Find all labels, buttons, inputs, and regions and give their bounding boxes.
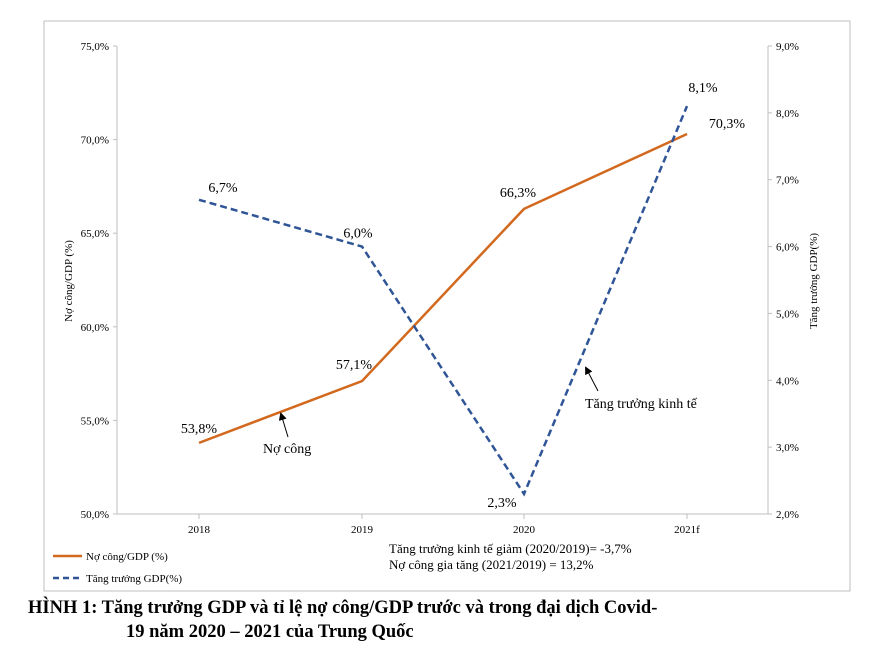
data-label-no-cong: 66,3% — [500, 186, 537, 201]
axes — [113, 45, 772, 519]
y-tick-label-left: 75,0% — [81, 41, 109, 53]
tick-labels: 50,0% 55,0% 60,0% 65,0% 70,0% 75,0% 2,0% 3,0% 4,… — [81, 41, 799, 536]
y-tick-label-right: 2,0% — [776, 509, 799, 521]
note-debt-increase: Nợ công gia tăng (2021/2019) = 13,2% — [389, 557, 594, 572]
chart-frame — [43, 20, 851, 592]
y-axis-label-right: Tăng trưởng GDP(%) — [808, 233, 820, 329]
legend: Nợ công/GDP (%) Tăng trưởng GDP(%) — [53, 551, 182, 585]
figure-caption: HÌNH 1: Tăng trưởng GDP và tỉ lệ nợ công… — [28, 596, 868, 644]
y-axis-label-left: Nợ công/GDP (%) — [63, 240, 75, 322]
y-tick-label-right: 9,0% — [776, 41, 799, 53]
data-label-no-cong: 70,3% — [709, 117, 746, 132]
annotation-tang-truong-arrow — [585, 366, 599, 392]
y-tick-label-left: 70,0% — [81, 135, 109, 147]
data-label-tang-truong: 2,3% — [487, 496, 517, 511]
y-tick-label-left: 60,0% — [81, 322, 109, 334]
series-line-tang-truong — [198, 105, 689, 497]
data-label-no-cong: 57,1% — [336, 358, 373, 373]
legend-label-tang-truong: Tăng trưởng GDP(%) — [86, 573, 182, 585]
data-label-tang-truong: 6,7% — [208, 181, 238, 196]
data-label-tang-truong: 8,1% — [688, 81, 718, 96]
note-gdp-decline: Tăng trưởng kinh tế giảm (2020/2019)= -3… — [389, 541, 632, 556]
series-lines — [198, 105, 689, 497]
legend-label-no-cong: Nợ công/GDP (%) — [86, 551, 168, 563]
series-line-no-cong — [198, 132, 688, 445]
y-tick-label-right: 6,0% — [776, 242, 799, 254]
annotation-no-cong: Nợ công — [263, 442, 311, 457]
x-tick-label: 2018 — [188, 524, 211, 536]
annotation-no-cong-arrow — [278, 412, 289, 438]
data-label-tang-truong: 6,0% — [343, 227, 373, 242]
caption-line-2: 19 năm 2020 – 2021 của Trung Quốc — [126, 622, 414, 642]
x-tick-label: 2021f — [674, 524, 700, 536]
data-labels: 53,8% 57,1% 66,3% 70,3% 6,7% 6,0% 2,3% 8,1% — [181, 81, 746, 511]
y-tick-label-left: 55,0% — [81, 415, 109, 427]
y-tick-label-right: 4,0% — [776, 375, 799, 387]
y-tick-label-right: 3,0% — [776, 442, 799, 454]
annotation-tang-truong: Tăng trưởng kinh tế — [585, 397, 698, 412]
data-label-no-cong: 53,8% — [181, 422, 218, 437]
x-tick-label: 2020 — [513, 524, 536, 536]
caption-line-1: HÌNH 1: Tăng trưởng GDP và tỉ lệ nợ công… — [28, 598, 658, 618]
x-tick-label: 2019 — [351, 524, 374, 536]
y-tick-label-right: 5,0% — [776, 308, 799, 320]
y-tick-label-left: 50,0% — [81, 509, 109, 521]
y-tick-label-right: 8,0% — [776, 108, 799, 120]
y-tick-label-left: 65,0% — [81, 228, 109, 240]
y-tick-label-right: 7,0% — [776, 175, 799, 187]
